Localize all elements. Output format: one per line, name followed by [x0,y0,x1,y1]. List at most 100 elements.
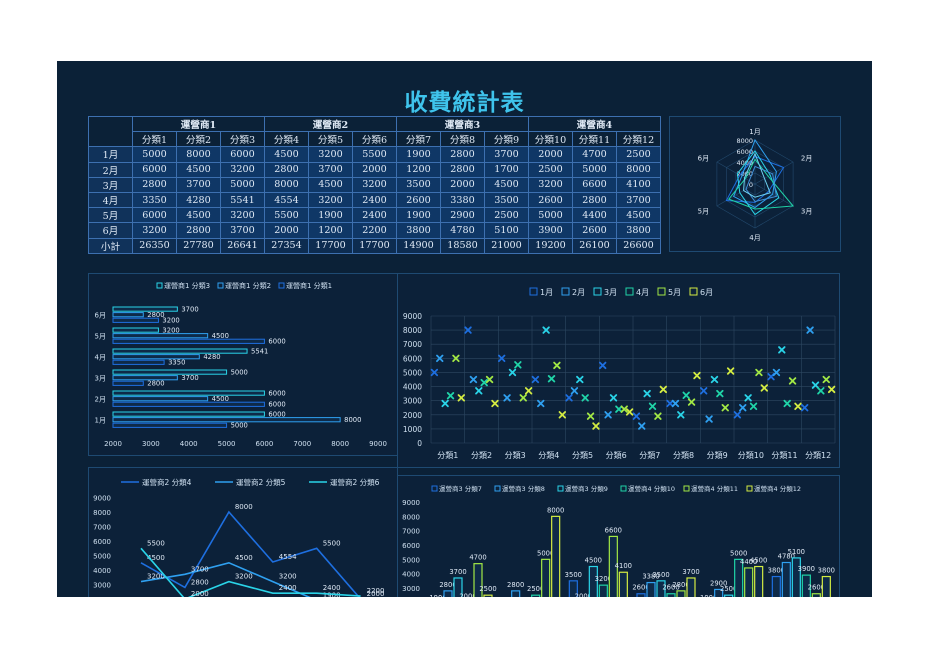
vbar [771,575,781,597]
legend-swatch [557,485,564,492]
scatter-point [760,384,768,392]
radar-chart: 1月 2月 3月 4月 5月 6月 0 2000 4000 6000 8000 [698,128,813,242]
radar-series-line [732,138,777,209]
x-tick-label: 3000 [142,440,160,448]
radar-chart-panel: 1月 2月 3月 4月 5月 6月 0 2000 4000 6000 8000 [669,116,841,252]
scatter-point [609,394,618,402]
radar-axis-label: 4月 [749,234,760,242]
scatter-point [801,404,809,412]
legend-swatch [217,282,224,289]
data-label: 3700 [449,568,466,576]
legend-swatch [431,485,438,492]
radar-axis-label: 3月 [801,208,812,216]
scatter-point [446,392,455,400]
table-row: 6月 3200 2800 3700 2000 1200 2200 3800 4780 5100 39… [88,222,661,239]
scatter-point [452,354,460,363]
scatter-point [592,422,600,430]
x-tick-label: 分類9 [707,450,728,460]
table-cell: 3200 [528,176,573,193]
scatter-point [485,375,494,384]
data-label: 8000 [344,416,361,424]
table-cell: 3500 [396,176,441,193]
hbar [112,333,209,339]
scatter-point [464,326,472,334]
scatter-point [537,399,545,408]
x-tick-label: 分類2 [471,450,492,460]
hbar [112,422,228,428]
data-label: 2000 [191,590,209,597]
scatter-point [441,399,449,408]
y-tick-label: 8000 [403,326,422,335]
hbar [112,411,265,417]
scatter-point [576,375,584,384]
scatter-point [553,361,561,370]
category-header: 分類6 [352,131,397,148]
y-tick-label: 7000 [403,340,422,349]
group-header: 運營商3 [396,115,529,133]
scatter-point [783,399,791,408]
table-cell: 4400 [572,207,617,224]
radar-axis-label: 5月 [698,208,709,216]
statistics-sheet: 收費統計表 運營商1 運營商2 運營商3 運營商4 分類1 分類2 分類3 分類4 分類5 分類6… [57,61,872,597]
scatter-point [794,402,802,411]
series-line [140,561,311,597]
data-label: 3350 [168,359,185,367]
hbar [112,354,200,360]
vbar [618,571,628,597]
legend-label: 運營商3 分類7 [439,484,482,493]
data-label: 3800 [818,567,835,575]
sheet-title: 收費統計表 [404,89,525,116]
vbar [511,590,521,597]
hbar [112,317,159,323]
scatter-point [457,394,465,402]
y-tick-label: 2000 [403,411,422,420]
line-chart-panel: 運營商2 分類4 運營商2 分類5 運營商2 分類6 3000 4000 5000 6000… [88,467,398,597]
table-cell: 3350 [132,191,177,209]
data-label: 2500 [479,585,496,593]
y-tick-label: 3000 [93,582,111,590]
table-cell: 4100 [616,176,661,193]
scatter-point [547,375,556,383]
legend-swatch [278,282,285,289]
x-tick-label: 分類12 [805,450,831,460]
x-tick-label: 6000 [256,440,274,448]
subtotal-label: 小計 [88,237,133,254]
hbar [112,359,165,365]
legend-swatch [625,287,634,296]
legend-label: 運營商1 分類3 [164,281,210,290]
hbar [112,312,144,318]
table-cell: 4500 [484,176,529,193]
table-cell: 4500 [308,176,353,193]
data-label: 4500 [212,332,229,340]
table-cell: 4700 [572,146,617,163]
radar-axis [754,183,794,207]
data-label: 4500 [212,395,229,403]
vbar [568,580,578,597]
scatter-point [654,412,662,420]
data-label: 1900 [700,594,717,597]
scatter-point [817,387,825,395]
data-label: 6000 [268,338,285,346]
vbar [666,593,676,597]
vbar [714,588,724,597]
data-label: 5541 [251,348,268,356]
scatter-point [687,398,696,406]
y-tick-label: 0 [417,439,422,448]
vbar-chart-panel: 運營商3 分類7 運營商3 分類8 運營商3 分類9 運營商4 分類10 運營商4 分類… [397,475,840,597]
data-label: 4500 [235,554,253,562]
data-label: 3700 [682,568,699,576]
series-line [140,547,361,597]
legend-swatch [620,485,627,492]
data-label: 3700 [191,565,209,573]
table-cell: 3900 [528,222,573,239]
table-cell: 8000 [264,176,309,193]
table-cell: 4500 [264,146,309,163]
data-label: 5500 [323,539,341,547]
table-cell: 2900 [440,207,485,224]
table-cell: 2000 [264,222,309,239]
legend-swatch [593,287,602,296]
vbar [551,515,561,597]
table-row: 1月 5000 8000 6000 4500 3200 5500 1900 2800 3700 20… [88,146,661,163]
hbar [112,417,341,423]
data-label: 4500 [750,557,767,565]
